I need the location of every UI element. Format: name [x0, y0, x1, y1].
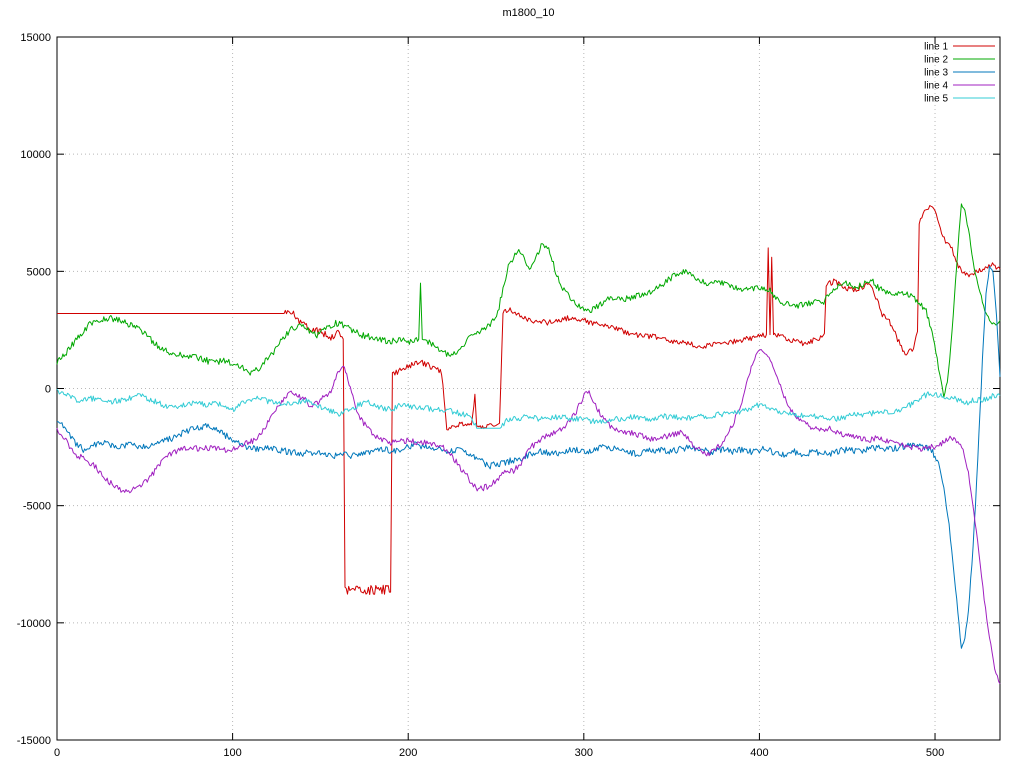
y-tick-label: 15000: [20, 32, 51, 44]
x-tick-label: 300: [575, 747, 593, 759]
series-line-5: [56, 388, 1001, 429]
y-tick-label: -5000: [23, 501, 51, 513]
series-line-1: [57, 205, 1001, 595]
legend-label-2: line 2: [924, 55, 948, 66]
y-tick-label: -15000: [17, 735, 51, 747]
series-line-3: [56, 265, 1001, 649]
x-tick-label: 500: [926, 747, 944, 759]
series-line-2: [56, 203, 1001, 398]
y-tick-label: -10000: [17, 618, 51, 630]
plot-border: [56, 36, 1001, 741]
x-tick-label: 400: [750, 747, 768, 759]
legend-label-5: line 5: [924, 94, 948, 105]
legend-label-4: line 4: [924, 81, 948, 92]
y-tick-label: 0: [45, 384, 51, 396]
chart-title: m1800_10: [503, 7, 555, 19]
x-tick-label: 0: [54, 747, 60, 759]
legend-label-1: line 1: [924, 42, 948, 53]
series-line-4: [56, 349, 1001, 685]
y-tick-label: 10000: [20, 149, 51, 161]
legend-label-3: line 3: [924, 68, 948, 79]
y-tick-label: 5000: [27, 266, 51, 278]
x-tick-label: 100: [223, 747, 241, 759]
x-tick-label: 200: [399, 747, 417, 759]
